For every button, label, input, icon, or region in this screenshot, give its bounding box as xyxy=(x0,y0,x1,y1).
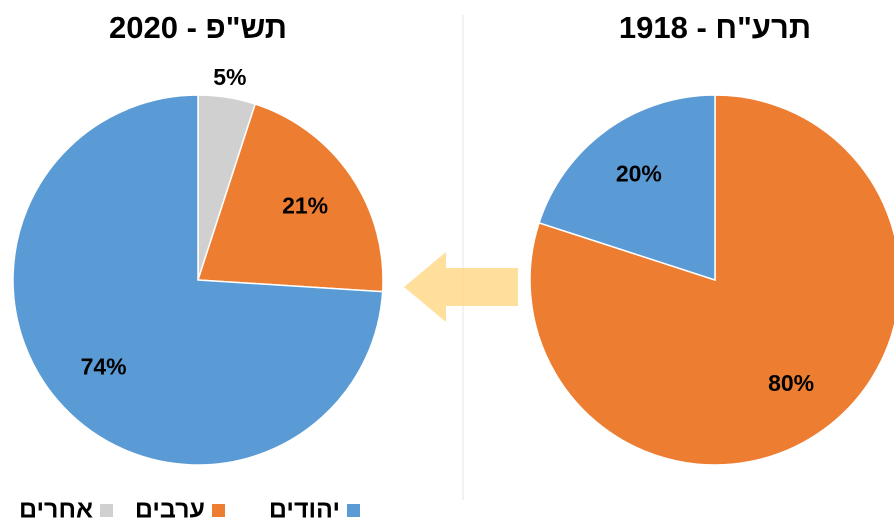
chart-title: תרע"ח - 1918 xyxy=(619,10,811,45)
chart-title: תש"פ - 2020 xyxy=(109,10,287,45)
legend-swatch xyxy=(100,504,113,517)
legend-label: אחרים xyxy=(19,496,93,524)
legend-label: יהודים xyxy=(269,496,340,524)
legend-swatch xyxy=(212,504,225,517)
data-label: 5% xyxy=(213,64,246,90)
pie-slice xyxy=(196,103,384,293)
arrow xyxy=(404,252,518,322)
pie-slice xyxy=(538,94,716,282)
legend-label: ערבים xyxy=(135,496,205,524)
pie-slice xyxy=(529,94,894,466)
legend-swatch xyxy=(347,504,360,517)
data-label: 74% xyxy=(81,354,127,380)
pie-slice xyxy=(12,94,384,466)
data-label: 80% xyxy=(768,370,814,396)
data-label: 21% xyxy=(282,192,328,218)
data-label: 20% xyxy=(616,160,662,186)
